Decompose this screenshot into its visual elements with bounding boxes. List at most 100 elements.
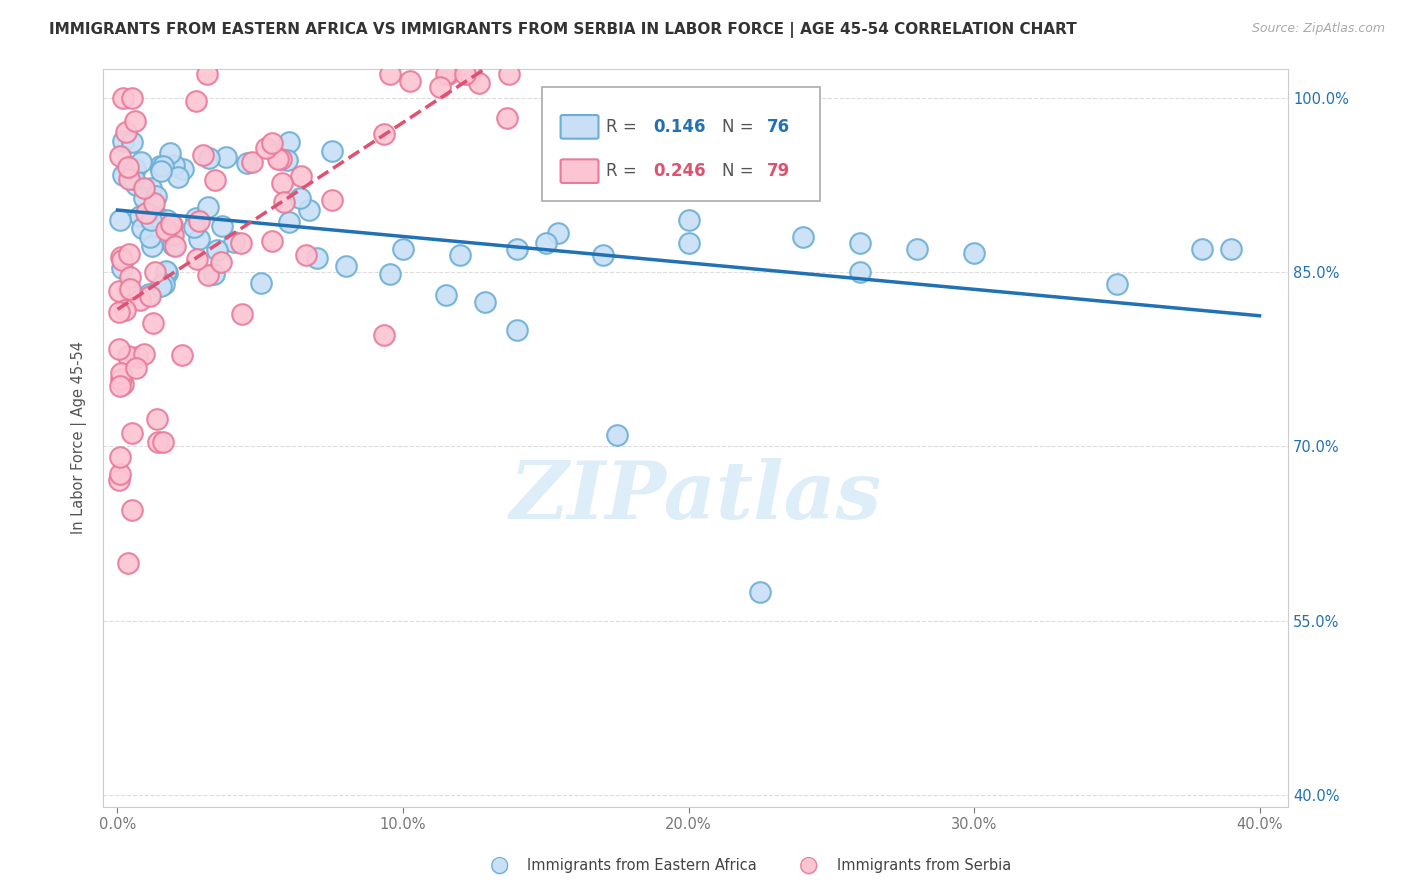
Point <box>229 236 252 251</box>
Text: Immigrants from Eastern Africa: Immigrants from Eastern Africa <box>527 858 756 872</box>
Point <box>110 372 132 386</box>
Point <box>197 67 219 81</box>
Point <box>129 293 152 308</box>
Text: Source: ZipAtlas.com: Source: ZipAtlas.com <box>1251 22 1385 36</box>
Point <box>111 261 134 276</box>
Point <box>678 235 700 250</box>
Point <box>211 219 233 233</box>
Point <box>146 412 169 426</box>
Point <box>108 473 131 487</box>
Point <box>277 136 299 150</box>
Point <box>172 161 194 176</box>
Point <box>606 427 628 442</box>
Point <box>373 127 395 141</box>
Point <box>198 151 221 165</box>
Point <box>108 284 131 298</box>
Point <box>183 219 205 234</box>
Point <box>434 67 457 81</box>
Point <box>132 347 155 361</box>
Point <box>678 212 700 227</box>
Point <box>260 234 283 248</box>
Point <box>118 270 141 285</box>
Point <box>124 113 146 128</box>
Point <box>170 348 193 362</box>
Point <box>135 205 157 219</box>
FancyBboxPatch shape <box>561 115 599 138</box>
Point <box>122 171 145 186</box>
Point <box>152 435 174 450</box>
Text: R =: R = <box>606 118 641 136</box>
Point <box>117 282 139 296</box>
Text: 0.246: 0.246 <box>652 162 706 180</box>
Point <box>162 228 184 243</box>
Point <box>125 350 148 364</box>
Point <box>553 180 575 194</box>
Point <box>231 307 253 321</box>
Point <box>118 246 141 260</box>
Point <box>748 584 770 599</box>
Point <box>142 195 165 210</box>
Point <box>1220 242 1243 256</box>
Text: 0.146: 0.146 <box>652 118 706 136</box>
Point <box>373 328 395 343</box>
Point <box>222 235 245 250</box>
Point <box>125 178 148 193</box>
Point <box>288 191 311 205</box>
Point <box>149 164 172 178</box>
Point <box>146 435 169 450</box>
Point <box>186 211 208 225</box>
Point <box>398 73 420 87</box>
Point <box>155 223 177 237</box>
Point <box>110 366 132 380</box>
Point <box>380 67 402 81</box>
Point <box>110 250 132 264</box>
Point <box>139 230 162 244</box>
Point <box>307 251 329 265</box>
Text: ●: ● <box>799 855 818 875</box>
Point <box>128 209 150 223</box>
Point <box>498 67 520 81</box>
Point <box>496 111 519 125</box>
Point <box>156 213 179 227</box>
FancyBboxPatch shape <box>541 87 820 202</box>
Point <box>111 252 134 267</box>
Point <box>250 277 273 291</box>
Text: 79: 79 <box>766 162 790 180</box>
Point <box>506 242 529 256</box>
Point <box>117 556 139 570</box>
Point <box>429 79 451 94</box>
Point <box>160 217 183 231</box>
Point <box>506 323 529 337</box>
Point <box>167 169 190 184</box>
Point <box>392 242 415 256</box>
Point <box>547 226 569 240</box>
Point <box>205 244 228 258</box>
Point <box>108 305 131 319</box>
Point <box>132 181 155 195</box>
Point <box>121 135 143 149</box>
Y-axis label: In Labor Force | Age 45-54: In Labor Force | Age 45-54 <box>72 342 87 534</box>
Point <box>849 265 872 279</box>
Point <box>276 153 298 168</box>
Point <box>468 77 491 91</box>
Point <box>108 379 131 393</box>
Point <box>110 149 132 163</box>
Point <box>155 264 177 278</box>
Point <box>131 220 153 235</box>
Text: 76: 76 <box>766 118 790 136</box>
Text: R =: R = <box>606 162 641 180</box>
Point <box>187 214 209 228</box>
Point <box>112 90 135 104</box>
Point <box>592 247 614 261</box>
Point <box>270 176 292 190</box>
Text: N =: N = <box>721 162 759 180</box>
Point <box>184 94 207 108</box>
Point <box>792 230 814 244</box>
Text: ○: ○ <box>489 855 509 875</box>
Point <box>159 145 181 160</box>
Point <box>117 160 139 174</box>
Point <box>458 67 481 81</box>
Point <box>197 200 219 214</box>
Point <box>849 235 872 250</box>
Point <box>321 193 343 207</box>
